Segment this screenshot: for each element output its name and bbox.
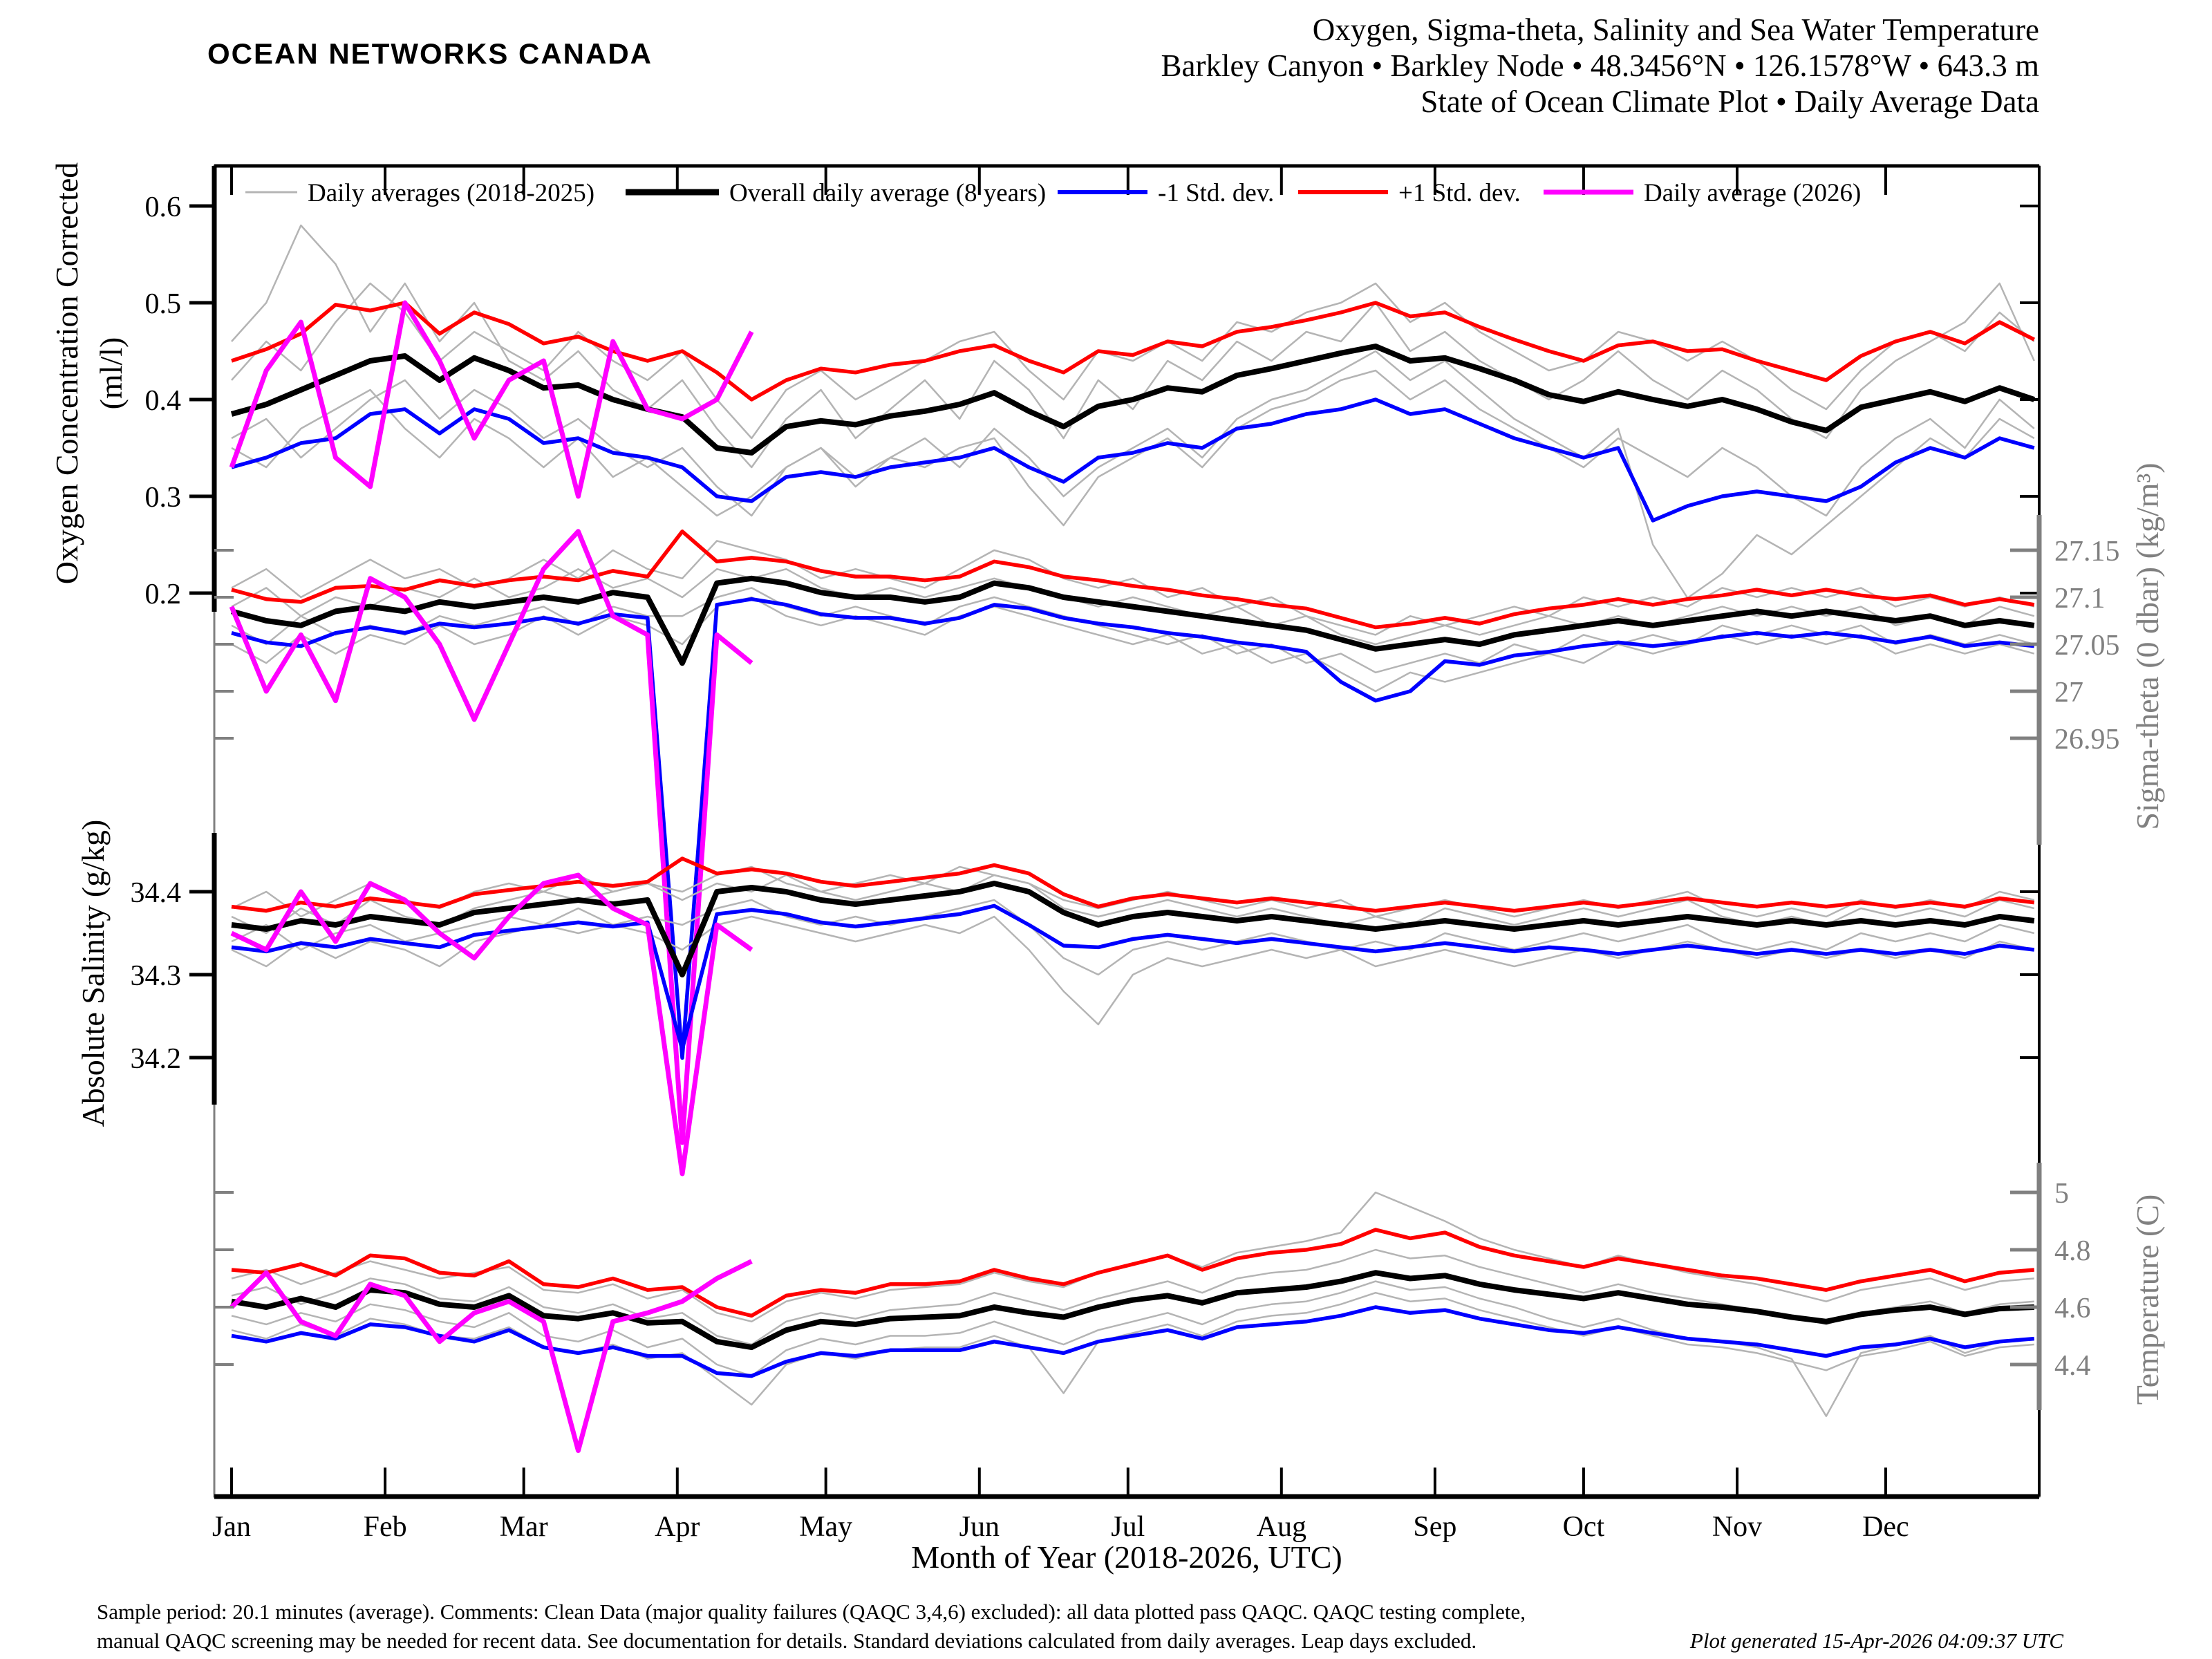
series-mean-oxygen bbox=[230, 344, 2036, 456]
series-plus-std-salinity bbox=[231, 856, 2035, 913]
series-yearline-salinity-3 bbox=[231, 899, 2035, 976]
xtick-label-May: May bbox=[799, 1511, 852, 1543]
series-yearline-sigma-1 bbox=[231, 596, 2035, 693]
xtick-label-Apr: Apr bbox=[655, 1511, 700, 1543]
xtick-label-Aug: Aug bbox=[1257, 1511, 1306, 1543]
plot-title-line1: Oxygen, Sigma-theta, Salinity and Sea Wa… bbox=[1313, 12, 2039, 47]
xtick-label-Nov: Nov bbox=[1712, 1511, 1762, 1543]
ytick-label-sigma-27: 27 bbox=[2054, 677, 2083, 709]
yaxis-label-salinity: Absolute Salinity (g/kg) bbox=[75, 820, 111, 1127]
ytick-label-salinity-34.3: 34.3 bbox=[131, 960, 182, 992]
series-yearline-oxygen-0 bbox=[231, 224, 2035, 469]
ytick-label-sigma-27.1: 27.1 bbox=[2054, 583, 2106, 615]
footer-generated-timestamp: Plot generated 15-Apr-2026 04:09:37 UTC bbox=[1689, 1629, 2063, 1653]
footer-comments-line2: manual QAQC screening may be needed for … bbox=[97, 1629, 1477, 1653]
series-mean-temperature bbox=[231, 1270, 2034, 1351]
xtick-label-Feb: Feb bbox=[364, 1511, 407, 1543]
series-plus-std-temperature bbox=[231, 1228, 2035, 1318]
xaxis-label: Month of Year (2018-2026, UTC) bbox=[911, 1539, 1342, 1575]
ytick-label-salinity-34.4: 34.4 bbox=[131, 877, 182, 909]
legend-label-current-year: Daily average (2026) bbox=[1644, 179, 1861, 207]
ytick-label-oxygen-0.4: 0.4 bbox=[145, 385, 182, 417]
ytick-label-temperature-4.4: 4.4 bbox=[2054, 1350, 2091, 1382]
footer-comments-line1: Sample period: 20.1 minutes (average). C… bbox=[97, 1600, 1526, 1624]
xtick-label-Jun: Jun bbox=[959, 1511, 1000, 1543]
series-current-2026-salinity bbox=[230, 872, 753, 1177]
series-minus-std-temperature bbox=[231, 1305, 2035, 1378]
chart-axes-layer bbox=[189, 164, 2042, 1499]
legend-label-plus-std: +1 Std. dev. bbox=[1398, 179, 1521, 207]
plot-title-line2: Barkley Canyon • Barkley Node • 48.3456°… bbox=[1161, 48, 2039, 83]
xtick-label-Jan: Jan bbox=[212, 1511, 251, 1543]
yaxis-label-oxygen-line1: Oxygen Concentration Corrected bbox=[49, 162, 84, 585]
ytick-label-sigma-27.15: 27.15 bbox=[2054, 536, 2120, 568]
ytick-label-temperature-5: 5 bbox=[2054, 1178, 2069, 1210]
series-yearline-sigma-3 bbox=[231, 587, 2035, 674]
ytick-label-sigma-27.05: 27.05 bbox=[2054, 630, 2120, 662]
series-yearline-oxygen-1 bbox=[231, 350, 2035, 599]
yaxis-label-sigma-theta: Sigma-theta (0 dbar) (kg/m³) bbox=[2130, 462, 2165, 830]
series-yearline-sigma-0 bbox=[231, 540, 2035, 636]
ytick-label-oxygen-0.3: 0.3 bbox=[145, 482, 182, 514]
yaxis-label-oxygen-line2: (ml/l) bbox=[93, 337, 129, 410]
xtick-label-Sep: Sep bbox=[1413, 1511, 1456, 1543]
ytick-label-salinity-34.2: 34.2 bbox=[131, 1043, 182, 1075]
xtick-label-Mar: Mar bbox=[500, 1511, 548, 1543]
series-minus-std-salinity bbox=[231, 903, 2035, 1051]
xtick-label-Jul: Jul bbox=[1111, 1511, 1145, 1543]
series-current-2026-sigma bbox=[229, 529, 753, 1145]
series-minus-std-oxygen bbox=[231, 397, 2035, 523]
legend-label-minus-std: -1 Std. dev. bbox=[1158, 179, 1274, 207]
chart-legend: Daily averages (2018-2025) Overall daily… bbox=[245, 179, 1861, 207]
plot-title-line3: State of Ocean Climate Plot • Daily Aver… bbox=[1421, 84, 2039, 119]
series-current-2026-oxygen bbox=[229, 300, 754, 499]
series-mean-salinity bbox=[231, 881, 2035, 977]
series-minus-std-sigma bbox=[231, 597, 2035, 1060]
xtick-label-Oct: Oct bbox=[1563, 1511, 1605, 1543]
series-plus-std-oxygen bbox=[231, 301, 2036, 402]
series-yearline-oxygen-2 bbox=[231, 282, 2035, 440]
onc-logo: OCEAN NETWORKS CANADA bbox=[207, 37, 653, 70]
chart-tick-labels-layer: Jan Feb Mar Apr May Jun Jul Aug Sep Oct Nov Dec 0.6 0… bbox=[131, 191, 2120, 1543]
ytick-label-temperature-4.8: 4.8 bbox=[2054, 1235, 2091, 1267]
ytick-label-sigma-26.95: 26.95 bbox=[2054, 724, 2120, 756]
ytick-label-oxygen-0.6: 0.6 bbox=[145, 191, 182, 223]
xtick-label-Dec: Dec bbox=[1862, 1511, 1909, 1543]
legend-label-daily-averages: Daily averages (2018-2025) bbox=[308, 179, 594, 207]
series-yearline-oxygen-3 bbox=[231, 369, 2035, 527]
series-plus-std-sigma bbox=[231, 529, 2035, 630]
chart-series-layer bbox=[229, 224, 2036, 1453]
ytick-label-oxygen-0.2: 0.2 bbox=[145, 579, 182, 610]
ytick-label-oxygen-0.5: 0.5 bbox=[145, 288, 182, 320]
legend-label-overall-average: Overall daily average (8 years) bbox=[729, 179, 1046, 207]
series-current-2026-temperature bbox=[229, 1259, 753, 1453]
ytick-label-temperature-4.6: 4.6 bbox=[2054, 1293, 2091, 1324]
yaxis-label-temperature: Temperature (C) bbox=[2130, 1194, 2165, 1405]
